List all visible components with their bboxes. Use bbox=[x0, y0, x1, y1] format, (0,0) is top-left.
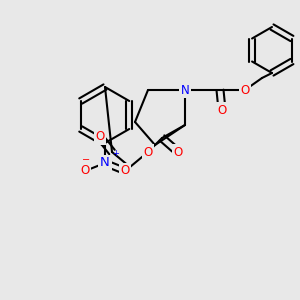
Text: O: O bbox=[173, 146, 183, 158]
Text: N: N bbox=[181, 83, 189, 97]
Text: +: + bbox=[112, 149, 119, 158]
Text: O: O bbox=[80, 164, 90, 178]
Text: O: O bbox=[95, 130, 105, 143]
Text: O: O bbox=[120, 164, 130, 178]
Text: O: O bbox=[143, 146, 153, 158]
Text: −: − bbox=[82, 155, 90, 165]
Text: N: N bbox=[100, 157, 110, 169]
Text: O: O bbox=[218, 103, 226, 116]
Text: O: O bbox=[240, 83, 250, 97]
